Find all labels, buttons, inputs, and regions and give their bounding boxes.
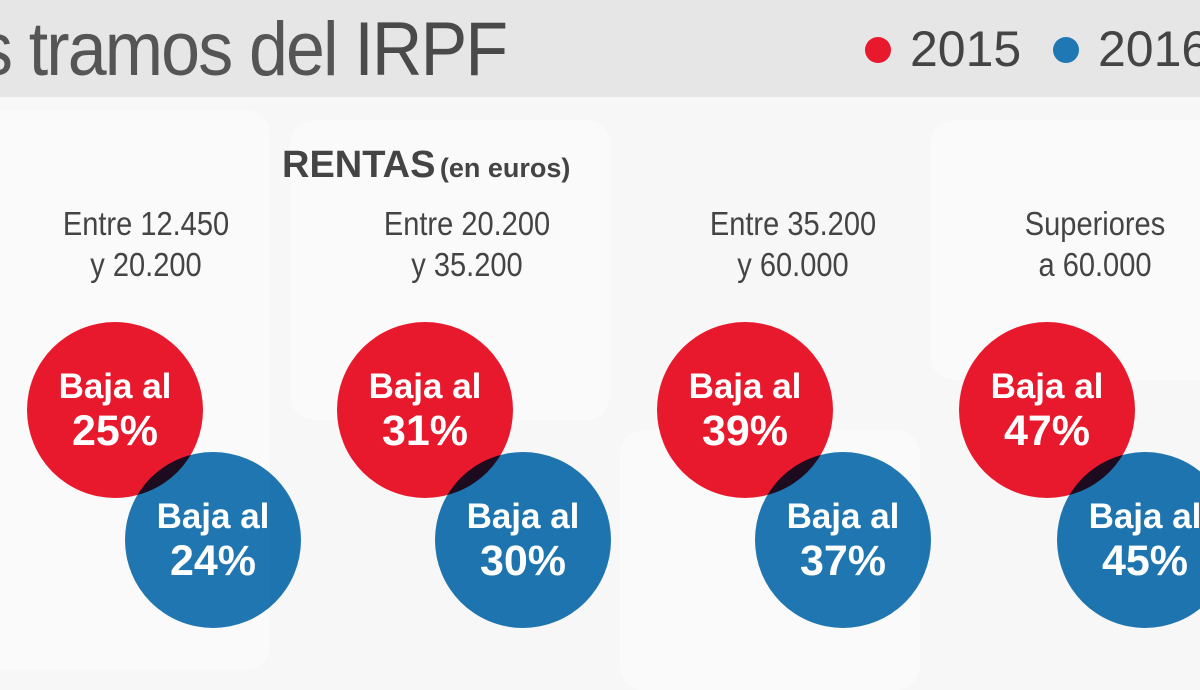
rate-2015-label: Baja al 31% <box>337 367 513 455</box>
rate-text: Baja al <box>786 497 900 536</box>
income-range: Superiores a 60.000 <box>963 203 1200 285</box>
rate-2016-circle <box>1057 452 1200 628</box>
range-line-1: Superiores <box>1024 205 1166 242</box>
rate-text: Baja al <box>466 497 580 536</box>
heading-main: RENTAS <box>282 144 436 186</box>
range-line-2: y 60.000 <box>737 246 849 283</box>
legend-2016-dot-icon <box>1053 37 1079 63</box>
rate-text: Baja al <box>1088 497 1200 536</box>
rate-2016-circle <box>125 452 301 628</box>
range-line-1: Entre 12.450 <box>62 205 230 242</box>
rate-text: Baja al <box>156 497 270 536</box>
rate-2015-label: Baja al 39% <box>657 367 833 455</box>
title-light: s tramos del <box>0 7 339 92</box>
rate-text: Baja al <box>990 367 1104 406</box>
rate-2016-label: Baja al 24% <box>125 497 301 585</box>
range-line-2: a 60.000 <box>1038 246 1152 283</box>
rate-value: 37% <box>799 537 887 585</box>
rate-value: 30% <box>479 537 567 585</box>
rate-2016-label: Baja al 45% <box>1057 497 1200 585</box>
income-range: Entre 20.200 y 35.200 <box>335 203 599 285</box>
rate-2015-label: Baja al 25% <box>27 367 203 455</box>
legend-2015-dot-icon <box>865 37 891 63</box>
income-range: Entre 35.200 y 60.000 <box>661 203 925 285</box>
range-line-1: Entre 35.200 <box>709 205 877 242</box>
legend-2016-label: 2016 <box>1098 21 1200 77</box>
rate-text: Baja al <box>368 367 482 406</box>
range-line-2: y 20.200 <box>90 246 202 283</box>
rate-2015-label: Baja al 47% <box>959 367 1135 455</box>
rate-value: 31% <box>381 407 469 455</box>
rate-value: 25% <box>71 407 159 455</box>
rate-2016-circle <box>435 452 611 628</box>
rate-value: 45% <box>1101 537 1189 585</box>
rate-text: Baja al <box>688 367 802 406</box>
rate-2016-label: Baja al 30% <box>435 497 611 585</box>
header-band: s tramos del IRPF 2015 2016 <box>0 0 1200 97</box>
legend-2015-label: 2015 <box>910 21 1022 77</box>
range-line-1: Entre 20.200 <box>383 205 551 242</box>
range-line-2: y 35.200 <box>411 246 523 283</box>
rate-value: 24% <box>169 537 257 585</box>
income-range: Entre 12.450 y 20.200 <box>14 203 278 285</box>
title-bold: IRPF <box>354 7 508 92</box>
section-heading: RENTAS (en euros) <box>282 144 570 187</box>
heading-note: (en euros) <box>439 153 571 183</box>
rate-value: 47% <box>1003 407 1091 455</box>
rate-2016-circle <box>755 452 931 628</box>
rate-2016-label: Baja al 37% <box>755 497 931 585</box>
page-title: s tramos del IRPF <box>0 6 508 93</box>
rate-text: Baja al <box>58 367 172 406</box>
rate-value: 39% <box>701 407 789 455</box>
